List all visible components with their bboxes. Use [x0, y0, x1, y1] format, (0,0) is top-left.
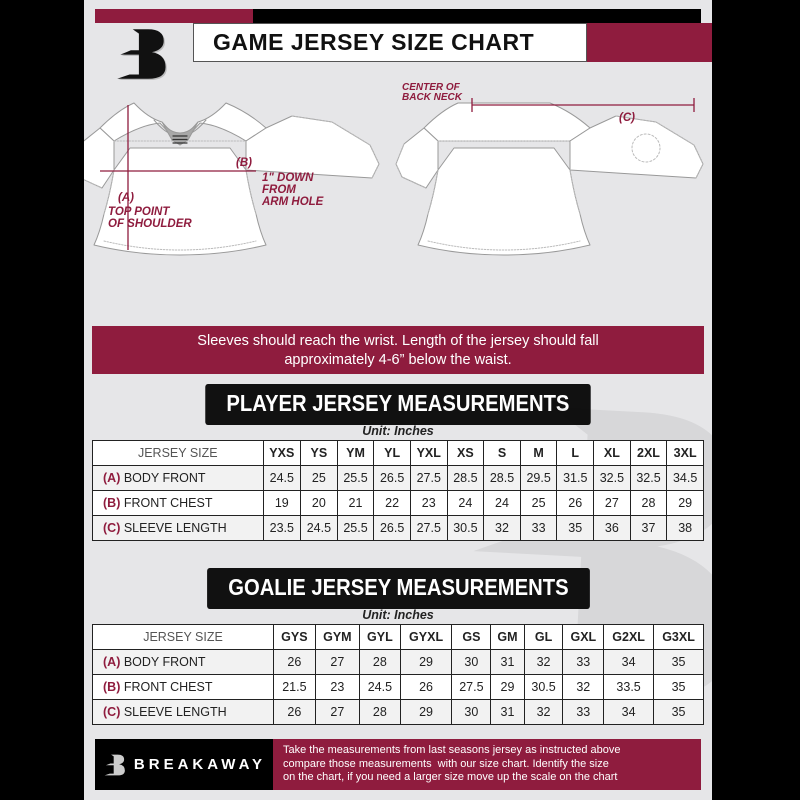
- svg-text:BACK NECK: BACK NECK: [402, 92, 463, 103]
- svg-text:FROM: FROM: [262, 184, 296, 196]
- svg-text:(A): (A): [118, 192, 134, 204]
- svg-text:ARM HOLE: ARM HOLE: [261, 196, 324, 208]
- svg-text:OF SHOULDER: OF SHOULDER: [108, 218, 192, 230]
- svg-text:(B): (B): [236, 157, 252, 169]
- svg-text:TOP POINT: TOP POINT: [108, 206, 170, 218]
- svg-text:(C): (C): [619, 112, 635, 124]
- svg-text:1" DOWN: 1" DOWN: [262, 172, 314, 184]
